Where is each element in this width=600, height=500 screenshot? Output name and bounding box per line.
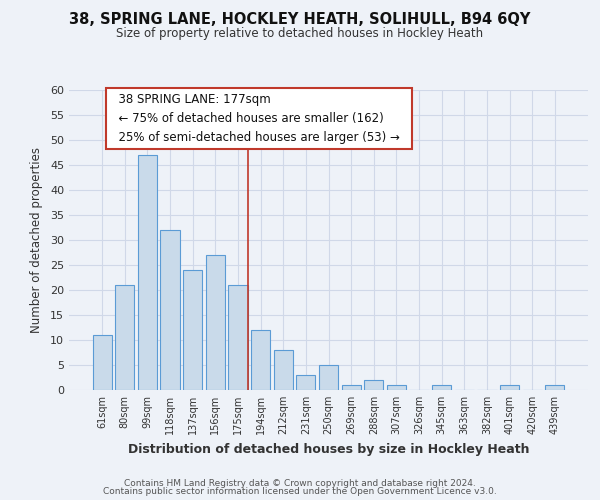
Text: 38, SPRING LANE, HOCKLEY HEATH, SOLIHULL, B94 6QY: 38, SPRING LANE, HOCKLEY HEATH, SOLIHULL… [70,12,530,28]
Bar [387,385,406,390]
Bar [274,350,293,390]
X-axis label: Distribution of detached houses by size in Hockley Heath: Distribution of detached houses by size … [128,442,529,456]
Bar [432,385,451,390]
Bar [138,155,157,390]
Text: Contains public sector information licensed under the Open Government Licence v3: Contains public sector information licen… [103,487,497,496]
Bar [206,255,225,390]
Bar [500,385,519,390]
Bar [341,385,361,390]
Bar [229,285,248,390]
Text: 38 SPRING LANE: 177sqm  
  ← 75% of detached houses are smaller (162)  
  25% of: 38 SPRING LANE: 177sqm ← 75% of detached… [110,93,407,144]
Text: Size of property relative to detached houses in Hockley Heath: Size of property relative to detached ho… [116,28,484,40]
Bar [251,330,270,390]
Bar [183,270,202,390]
Bar [364,380,383,390]
Y-axis label: Number of detached properties: Number of detached properties [30,147,43,333]
Bar [319,365,338,390]
Bar [296,375,316,390]
Bar [92,335,112,390]
Bar [160,230,180,390]
Bar [545,385,565,390]
Text: Contains HM Land Registry data © Crown copyright and database right 2024.: Contains HM Land Registry data © Crown c… [124,478,476,488]
Bar [115,285,134,390]
